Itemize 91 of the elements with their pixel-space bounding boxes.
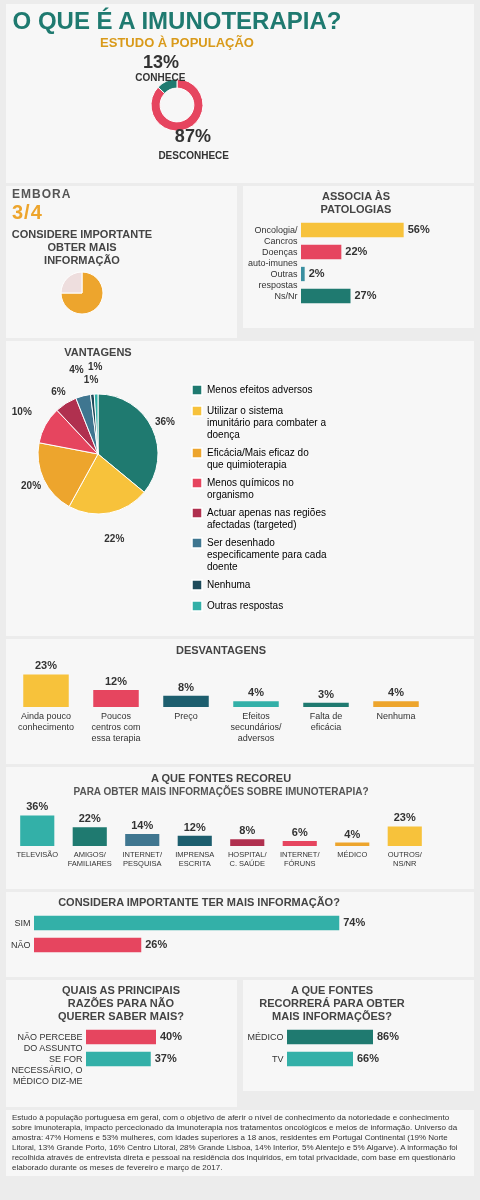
chart-title: A QUE FONTES RECORRERÁ PARA OBTER MAIS INFORMAÇÕES? <box>259 984 405 1022</box>
y-tick-label: NÃO <box>10 940 31 950</box>
data-label: 40% <box>160 1030 183 1042</box>
bar <box>282 840 317 846</box>
x-tick-label: Efeitos secundários/ adversos <box>230 710 283 743</box>
chart-title: A QUE FONTES RECOREU <box>150 772 292 785</box>
slice-label: CONHECE <box>135 72 186 84</box>
data-label: 14% <box>131 819 154 832</box>
x-tick-label: Nenhuma <box>376 710 416 721</box>
bar <box>301 244 342 260</box>
slice-label: DESCONHECE <box>158 149 230 161</box>
data-label: 4% <box>248 686 265 699</box>
legend-label: Ser desenhado especificamente para cada doente <box>207 537 327 572</box>
x-tick-label: Preço <box>174 710 198 721</box>
legend-label: Utilizar o sistema imunitário para combater a doença <box>207 405 327 440</box>
data-label: 4% <box>388 686 405 699</box>
data-label: 66% <box>357 1052 380 1064</box>
chart-title: CONSIDERE IMPORTANTE OBTER MAIS INFORMAÇÃO <box>11 228 153 266</box>
data-label: 27% <box>354 289 377 301</box>
data-label: 6% <box>51 385 66 397</box>
data-label: 4% <box>69 363 84 375</box>
text: VANTAGENS <box>64 346 132 359</box>
y-tick-label: NÃO PERCEBE DO ASSUNTO <box>17 1032 83 1053</box>
chart-title: ASSOCIA ÀS PATOLOGIAS <box>320 190 392 215</box>
data-label: 3% <box>318 687 335 700</box>
data-label: 4% <box>344 827 361 840</box>
chart-title: QUAIS AS PRINCIPAIS RAZÕES PARA NÃO QUERER SABER MAIS? <box>58 984 185 1022</box>
data-label: 36% <box>154 416 176 428</box>
bar <box>301 222 404 238</box>
y-tick-label: Doenças auto-imunes <box>247 247 298 268</box>
text: 3/4 <box>11 201 44 224</box>
y-tick-label: Outras respostas <box>258 269 298 290</box>
data-label: 87% <box>174 125 211 146</box>
bar <box>387 826 422 846</box>
data-label: 1% <box>83 374 99 386</box>
bar <box>230 839 265 846</box>
x-tick-label: Ainda pouco conhecimento <box>17 710 75 732</box>
data-label: 10% <box>11 406 32 418</box>
legend-label: Actuar apenas nas regiões afectadas (targeted) <box>207 507 326 530</box>
data-label: 1% <box>88 361 103 373</box>
bar <box>303 702 349 707</box>
bar <box>93 690 139 707</box>
data-label: 26% <box>145 938 168 950</box>
y-tick-label: SIM <box>14 918 31 928</box>
y-tick-label: MÉDICO <box>247 1032 284 1042</box>
bar <box>177 835 212 846</box>
legend-label: Eficácia/Mais eficaz do que quimioterapia <box>207 447 310 470</box>
chart-title: CONSIDERA IMPORTANTE TER MAIS INFORMAÇÃO? <box>58 896 341 908</box>
bar <box>125 834 160 846</box>
chart-title: O QUE É A IMUNOTERAPIA? <box>12 7 342 35</box>
data-label: 13% <box>143 52 180 73</box>
bar <box>233 701 279 707</box>
data-label: 36% <box>26 800 49 813</box>
y-tick-label: Ns/Nr <box>274 291 298 301</box>
data-label: 2% <box>308 267 325 279</box>
data-label: 12% <box>104 675 128 687</box>
y-tick-label: SE FOR NECESSÁRIO, O MÉDICO DIZ-ME <box>11 1054 83 1086</box>
data-label: 12% <box>183 820 206 833</box>
bar <box>20 815 55 846</box>
data-label: 8% <box>239 824 256 837</box>
bar <box>23 674 69 707</box>
legend-label: Menos químicos no organismo <box>207 477 295 500</box>
bar <box>72 827 107 846</box>
data-label: 22% <box>345 245 368 257</box>
chart-subtitle: ESTUDO À POPULAÇÃO <box>100 35 254 51</box>
text: Estudo à população portuguesa em geral, com o objetivo de aferir o nível de conhecimento da notoriedade e conhecimento sobre imunoterapia, impacto percecionado da imunoterapia nos tratamentos oncológicos e meios de informação. Universo da amostra: 47% Homens e 53% mulheres, com idades superiores a 18 anos, residentes em Portugal Continental (19% Norte Litoral, 13% Grande Porto, 16% Centro Litoral, 28% Grande Lisboa, 14% Interior, 5% Alentejo e 5% Algarve). A informação foi recolhida através de entrevista direta e pessoal na residência dos inquiridos, em total privacidade, com base em questionário elaborado durante os meses de fevereiro e março de 2017. <box>6 1111 474 1175</box>
bar <box>163 695 209 707</box>
data-label: 56% <box>407 223 430 235</box>
chart-title: DESVANTAGENS <box>175 644 267 657</box>
pie-slice <box>60 271 104 315</box>
bar <box>301 288 351 304</box>
data-label: 23% <box>393 811 416 824</box>
text: EMBORA <box>11 187 73 201</box>
bar <box>301 266 305 282</box>
chart-subtitle: PARA OBTER MAIS INFORMAÇÕES SOBRE IMUNOTERAPIA? <box>73 785 369 798</box>
data-label: 20% <box>21 479 42 491</box>
legend-label: Nenhuma <box>207 579 251 590</box>
data-label: 37% <box>154 1052 177 1064</box>
data-label: 86% <box>377 1030 400 1042</box>
x-tick-label: Poucos centros com essa terapia <box>91 710 141 743</box>
legend-label: Menos efeitos adversos <box>207 384 313 395</box>
data-label: 74% <box>343 916 366 928</box>
data-label: 22% <box>78 812 101 825</box>
y-tick-label: TV <box>271 1054 284 1064</box>
data-label: 23% <box>34 659 58 672</box>
data-label: 22% <box>104 533 125 545</box>
data-label: 6% <box>291 825 308 838</box>
y-tick-label: Oncologia/Cancros <box>254 225 298 246</box>
data-label: 8% <box>178 680 195 693</box>
bar <box>373 701 419 707</box>
x-tick-label: Falta de eficácia <box>309 710 343 732</box>
